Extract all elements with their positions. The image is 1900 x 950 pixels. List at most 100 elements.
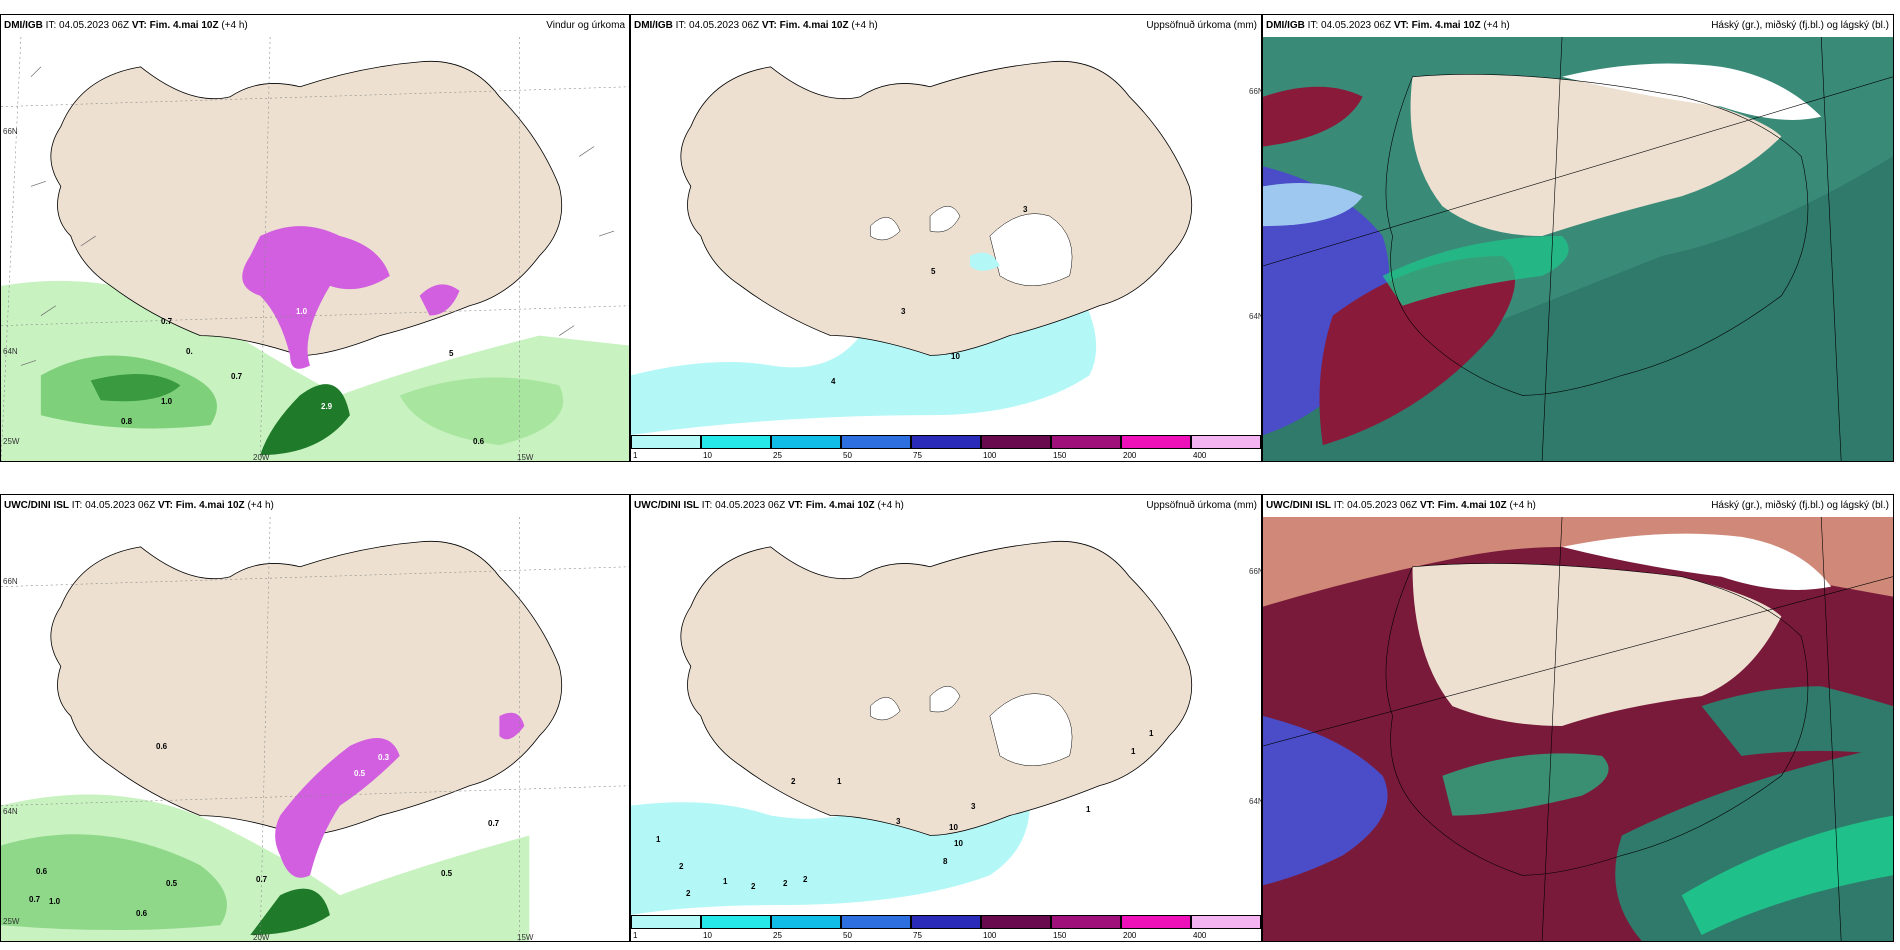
colorbar-seg-2: [771, 435, 841, 449]
colorbar-seg-3: [841, 915, 911, 929]
precip-label: 1: [1149, 729, 1153, 738]
colorbar-seg-6: [1051, 915, 1121, 929]
panel-precip-bottom: UWC/DINI ISL IT: 04.05.2023 06Z VT: Fim.…: [630, 494, 1262, 942]
it-value: 04.05.2023 06Z: [85, 500, 155, 511]
panel-title: Uppsöfnuð úrkoma (mm): [1146, 15, 1257, 37]
vt-value: Fim. 4.mai 10Z: [1438, 500, 1507, 511]
it-value: 04.05.2023 06Z: [59, 20, 129, 31]
map-cloud-cover: [1263, 37, 1893, 461]
colorbar-seg-3: [841, 435, 911, 449]
panel-title: Háský (gr.), miðský (fj.bl.) og lágský (…: [1711, 15, 1889, 37]
colorbar-tick: 50: [843, 931, 852, 940]
colorbar-tick: 75: [913, 931, 922, 940]
precip-label: 8: [943, 857, 947, 866]
colorbar-seg-1: [701, 435, 771, 449]
it-label: IT:: [1334, 500, 1345, 511]
lead-time: (+4 h): [221, 20, 247, 31]
precip-label: 2: [686, 889, 690, 898]
lead-time: (+4 h): [877, 500, 903, 511]
it-label: IT:: [702, 500, 713, 511]
precip-label: 1: [1131, 747, 1135, 756]
precip-label: 10: [949, 823, 958, 832]
lead-time: (+4 h): [1509, 500, 1535, 511]
map-wind-precip: 66N 64N 25W 20W 15W 0.7 0. 0.7 1.0 0.8 2…: [1, 37, 629, 461]
precip-label: 0.: [186, 347, 193, 356]
colorbar-tick: 1: [633, 451, 637, 460]
precip-label: 1: [723, 877, 727, 886]
lon-label-25w: 25W: [3, 437, 19, 446]
it-value: 04.05.2023 06Z: [689, 20, 759, 31]
it-value: 04.05.2023 06Z: [1347, 500, 1417, 511]
precip-label: 0.7: [488, 819, 499, 828]
vt-value: Fim. 4.mai 10Z: [150, 20, 219, 31]
panel-precip-top: DMI/IGB IT: 04.05.2023 06Z VT: Fim. 4.ma…: [630, 14, 1262, 462]
colorbar-seg-7: [1121, 435, 1191, 449]
colorbar-seg-4: [911, 915, 981, 929]
panel-header: UWC/DINI ISL IT: 04.05.2023 06Z VT: Fim.…: [1263, 495, 1893, 517]
vt-label: VT:: [762, 20, 777, 31]
precip-label: 0.6: [36, 867, 47, 876]
precip-label: 0.7: [256, 875, 267, 884]
lead-time: (+4 h): [851, 20, 877, 31]
lat-label-64n: 64N: [1249, 797, 1262, 806]
lon-label-25w: 25W: [3, 917, 19, 926]
panel-header: DMI/IGB IT: 04.05.2023 06Z VT: Fim. 4.ma…: [1, 15, 629, 37]
panel-cloud-bottom: UWC/DINI ISL IT: 04.05.2023 06Z VT: Fim.…: [1262, 494, 1894, 942]
precip-label: 0.5: [166, 879, 177, 888]
vt-label: VT:: [158, 500, 173, 511]
panel-header: UWC/DINI ISL IT: 04.05.2023 06Z VT: Fim.…: [1, 495, 629, 517]
precip-label: 5: [449, 349, 453, 358]
precip-label: 2: [803, 875, 807, 884]
lon-label-15w: 15W: [517, 453, 533, 462]
lat-label-64n: 64N: [3, 347, 18, 356]
panel-cloud-top: DMI/IGB IT: 04.05.2023 06Z VT: Fim. 4.ma…: [1262, 14, 1894, 462]
model-source: DMI/IGB: [1266, 20, 1305, 31]
vt-label: VT:: [132, 20, 147, 31]
colorbar-seg-2: [771, 915, 841, 929]
precip-label: 1.0: [49, 897, 60, 906]
precip-label: 0.7: [29, 895, 40, 904]
colorbar-seg-6: [1051, 435, 1121, 449]
precip-label: 2: [791, 777, 795, 786]
colorbar-seg-0: [631, 435, 701, 449]
panel-title: Vindur og úrkoma: [546, 15, 625, 37]
precip-label: 2: [679, 862, 683, 871]
precip-label: 0.5: [441, 869, 452, 878]
panel-title: Háský (gr.), miðský (fj.bl.) og lágský (…: [1711, 495, 1889, 517]
map-wind-precip: 66N 64N 25W 20W 15W 0.6 0.6 0.5 0.7 0.7 …: [1, 517, 629, 941]
it-label: IT:: [676, 20, 687, 31]
lon-label-20w: 20W: [253, 453, 269, 462]
model-source: DMI/IGB: [634, 20, 673, 31]
colorbar-tick: 75: [913, 451, 922, 460]
colorbar-tick: 200: [1123, 451, 1136, 460]
precip-label: 0.8: [121, 417, 132, 426]
it-label: IT:: [72, 500, 83, 511]
map-cloud-cover: [1263, 517, 1893, 941]
precip-label: 5: [931, 267, 935, 276]
colorbar-tick: 150: [1053, 451, 1066, 460]
colorbar-seg-8: [1191, 435, 1261, 449]
vt-value: Fim. 4.mai 10Z: [1412, 20, 1481, 31]
lat-label-66n: 66N: [3, 577, 18, 586]
colorbar: 1 10 25 50 75 100 150 200 400: [631, 915, 1261, 941]
precip-label: 0.5: [354, 769, 365, 778]
precip-label: 3: [1023, 205, 1027, 214]
it-label: IT:: [46, 20, 57, 31]
precip-label: 1.0: [161, 397, 172, 406]
colorbar-tick: 150: [1053, 931, 1066, 940]
precip-label: 0.6: [156, 742, 167, 751]
vt-value: Fim. 4.mai 10Z: [780, 20, 849, 31]
lon-label-15w: 15W: [517, 933, 533, 942]
lat-label-64n: 64N: [3, 807, 18, 816]
vt-label: VT:: [1394, 20, 1409, 31]
map-accumulated-precip: 66N 64N 1 2 2 1 2 2 2 2 1 3 3 10 10 8 1 …: [631, 517, 1261, 915]
model-source: DMI/IGB: [4, 20, 43, 31]
colorbar-seg-5: [981, 915, 1051, 929]
colorbar-seg-4: [911, 435, 981, 449]
precip-label: 3: [896, 817, 900, 826]
colorbar-seg-0: [631, 915, 701, 929]
precip-label: 1: [656, 835, 660, 844]
precip-label: 1: [1086, 805, 1090, 814]
colorbar-tick: 10: [703, 931, 712, 940]
panel-wind-top: DMI/IGB IT: 04.05.2023 06Z VT: Fim. 4.ma…: [0, 14, 630, 462]
